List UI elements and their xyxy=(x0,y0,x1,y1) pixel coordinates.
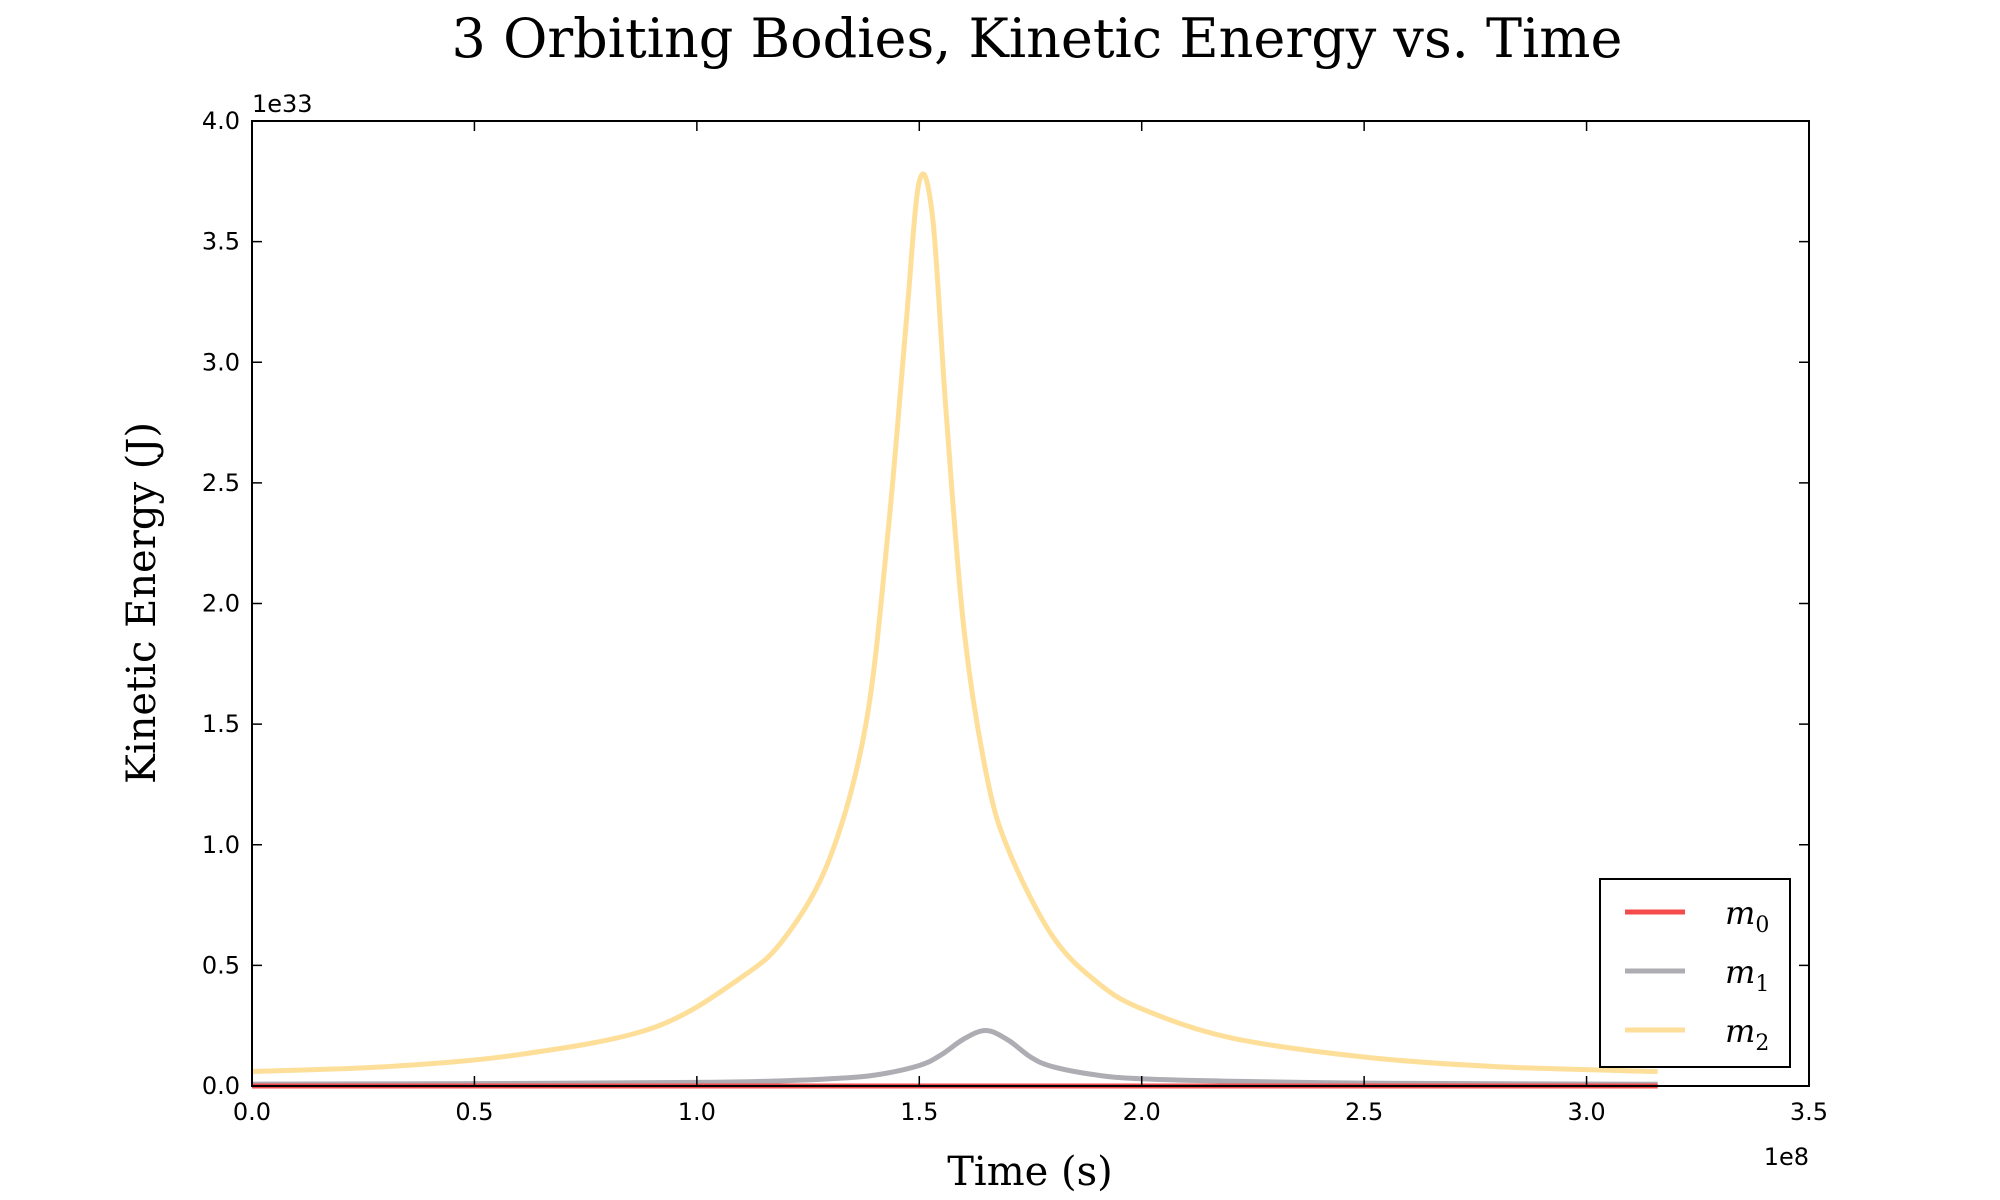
x-axis-title: Time (s) xyxy=(947,1149,1113,1195)
y-axis-ticks: 0.0 0.5 1.0 1.5 2.0 2.5 3.0 3.5 4.0 xyxy=(202,107,1809,1100)
x-multiplier-label: 1e8 xyxy=(1764,1143,1809,1171)
x-axis-ticks: 0.0 0.5 1.0 1.5 2.0 2.5 3.0 3.5 xyxy=(233,121,1828,1126)
x-tick-label: 0.0 xyxy=(233,1098,271,1126)
y-tick-label: 2.5 xyxy=(202,469,240,497)
x-tick-label: 2.5 xyxy=(1345,1098,1383,1126)
y-tick-label: 4.0 xyxy=(202,107,240,135)
legend-label-subscript: 1 xyxy=(1755,972,1769,997)
y-tick-label: 2.0 xyxy=(202,590,240,618)
y-tick-label: 1.5 xyxy=(202,710,240,738)
y-multiplier-label: 1e33 xyxy=(252,90,313,118)
chart-title: 3 Orbiting Bodies, Kinetic Energy vs. Ti… xyxy=(452,7,1623,70)
x-tick-label: 0.5 xyxy=(455,1098,493,1126)
y-axis-title: Kinetic Energy (J) xyxy=(119,422,165,784)
legend-label-subscript: 0 xyxy=(1755,913,1769,938)
y-tick-label: 3.0 xyxy=(202,348,240,376)
plot-series xyxy=(251,171,1658,1089)
plot-frame xyxy=(251,120,1810,1087)
legend-label-subscript: 2 xyxy=(1755,1031,1769,1056)
y-tick-label: 0.0 xyxy=(202,1072,240,1100)
series-line-m1 xyxy=(251,1028,1658,1087)
y-tick-label: 1.0 xyxy=(202,831,240,859)
y-tick-label: 3.5 xyxy=(202,228,240,256)
x-tick-label: 3.5 xyxy=(1790,1098,1828,1126)
x-tick-label: 1.5 xyxy=(900,1098,938,1126)
x-tick-label: 2.0 xyxy=(1123,1098,1161,1126)
series-line-m2 xyxy=(251,171,1658,1074)
legend-label-m0: m0 xyxy=(1725,894,1769,938)
x-tick-label: 3.0 xyxy=(1567,1098,1605,1126)
y-tick-label: 0.5 xyxy=(202,951,240,979)
x-tick-label: 1.0 xyxy=(678,1098,716,1126)
